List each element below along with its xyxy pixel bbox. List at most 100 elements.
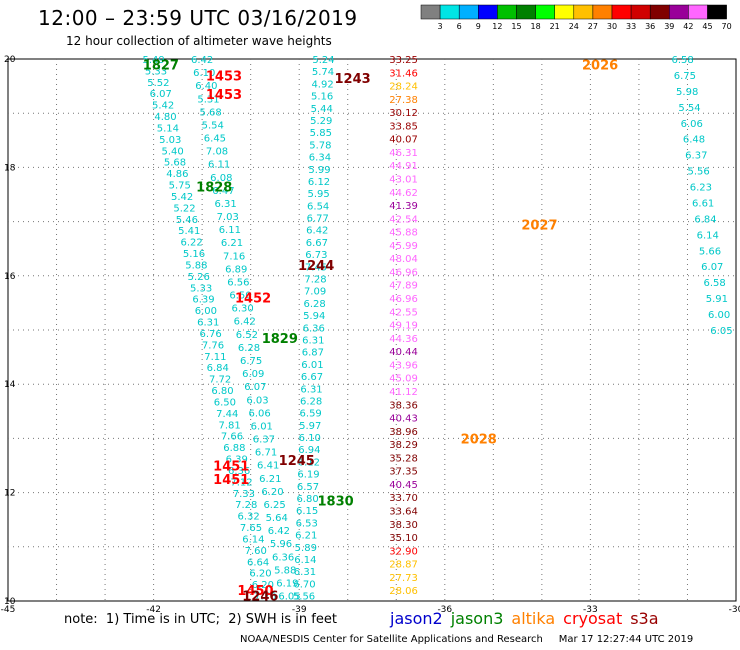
swh-value: 6.73 xyxy=(305,250,327,261)
swh-value: 6.05 xyxy=(278,592,300,603)
legend-swatch xyxy=(592,4,613,20)
swh-value: 5.49 xyxy=(142,55,164,66)
pass-time-label: 1451 xyxy=(213,473,249,488)
legend-label: 6 xyxy=(457,22,462,31)
swh-value: 6.19 xyxy=(297,470,319,481)
swh-value: 6.00 xyxy=(195,306,217,317)
pass-time-label: 1243 xyxy=(334,72,370,87)
swh-value: 6.67 xyxy=(306,238,328,249)
legend-swatch xyxy=(478,4,498,20)
legend-label: 27 xyxy=(588,22,598,31)
swh-value: 5.26 xyxy=(188,272,210,283)
legend-label: 18 xyxy=(531,22,541,31)
swh-value: 6.23 xyxy=(690,183,712,194)
swh-value: 6.42 xyxy=(268,526,290,537)
y-tick-label: 10 xyxy=(4,597,16,607)
legend-label: 3 xyxy=(438,22,443,31)
swh-value: 5.31 xyxy=(197,94,219,105)
swh-value: 6.20 xyxy=(252,580,274,591)
swh-value: 6.12 xyxy=(298,457,320,468)
legend-swatch xyxy=(516,4,536,20)
pass-time-label: 1246 xyxy=(242,590,278,605)
swh-value: 6.56 xyxy=(227,277,249,288)
swh-value: 6.47 xyxy=(212,186,234,197)
swh-value: 6.50 xyxy=(214,397,236,408)
swh-value: 5.42 xyxy=(171,192,193,203)
swh-value: 6.15 xyxy=(296,506,318,517)
pass-time-label: 1827 xyxy=(143,58,179,73)
swh-value: 6.52 xyxy=(236,330,258,341)
swh-value: 38.96 xyxy=(389,427,418,438)
swh-value: 7.81 xyxy=(218,420,240,431)
swh-value: 5.66 xyxy=(699,246,721,257)
swh-value: 6.07 xyxy=(150,89,172,100)
pass-time-label: 2026 xyxy=(582,58,618,73)
swh-value: 6.64 xyxy=(247,557,269,568)
swh-value: 40.44 xyxy=(389,347,418,358)
legend-label: 21 xyxy=(550,22,560,31)
x-tick-label: -45 xyxy=(1,605,16,615)
swh-value: 6.87 xyxy=(302,348,324,359)
swh-value: 6.10 xyxy=(299,433,321,444)
swh-value: 6.71 xyxy=(255,448,277,459)
swh-value: 6.58 xyxy=(703,278,725,289)
pass-time-label: 2028 xyxy=(461,432,497,447)
swh-value: 6.19 xyxy=(276,578,298,589)
swh-value: 35.10 xyxy=(389,533,418,544)
swh-value: 30.12 xyxy=(389,108,418,119)
swh-value: 5.88 xyxy=(274,565,296,576)
legend-swatch xyxy=(669,4,689,20)
swh-value: 6.28 xyxy=(238,343,260,354)
legend-label: 45 xyxy=(702,22,712,31)
swh-value: 6.14 xyxy=(242,534,264,545)
swh-value: 40.45 xyxy=(389,480,418,491)
swh-value: 6.58 xyxy=(671,55,693,66)
swh-value: 5.74 xyxy=(312,67,334,78)
swh-value: 44.91 xyxy=(389,161,418,172)
swh-value: 6.31 xyxy=(214,199,236,210)
legend-label: 42 xyxy=(683,22,693,31)
swh-value: 6.07 xyxy=(701,262,723,273)
swh-value: 5.33 xyxy=(145,66,167,77)
swh-value: 46.96 xyxy=(389,267,418,278)
y-tick-label: 20 xyxy=(4,55,16,65)
pass-time-label: 1830 xyxy=(318,495,354,510)
satellite-legend: jason2 jason3 altika cryosat s3a xyxy=(390,609,667,628)
swh-value: 6.14 xyxy=(697,230,719,241)
swh-value: 7.28 xyxy=(235,500,257,511)
swh-value: 7.12 xyxy=(230,477,252,488)
swh-value: 6.21 xyxy=(221,238,243,249)
pass-time-label: 1244 xyxy=(298,259,334,274)
swh-value: 5.68 xyxy=(200,107,222,118)
swh-value: 46.96 xyxy=(389,294,418,305)
legend-swatch xyxy=(688,4,708,20)
swh-value: 4.92 xyxy=(311,79,333,90)
swh-value: 33.64 xyxy=(389,506,418,517)
x-tick-label: -30 xyxy=(729,605,740,615)
swh-value: 5.85 xyxy=(310,128,332,139)
swh-value: 38.30 xyxy=(389,520,418,531)
swh-value: 6.05 xyxy=(710,326,732,337)
y-tick-label: 14 xyxy=(4,380,16,390)
pass-time-label: 1450 xyxy=(237,584,273,599)
legend-swatch xyxy=(420,4,441,20)
swh-value: 6.84 xyxy=(694,214,716,225)
swh-value: 45.09 xyxy=(389,374,418,385)
swh-value: 37.35 xyxy=(389,467,418,478)
legend-swatch xyxy=(439,4,460,20)
swh-value: 6.21 xyxy=(295,531,317,542)
x-tick-label: -36 xyxy=(437,605,452,615)
swh-value: 5.33 xyxy=(190,283,212,294)
swh-value: 5.96 xyxy=(270,539,292,550)
swh-value: 6.20 xyxy=(261,487,283,498)
swh-value: 6.31 xyxy=(197,318,219,329)
swh-value: 6.09 xyxy=(242,369,264,380)
swh-value: 6.50 xyxy=(229,291,251,302)
swh-value: 28.24 xyxy=(389,82,418,93)
swh-value: 42.54 xyxy=(389,214,418,225)
y-tick-label: 16 xyxy=(4,272,16,282)
swh-value: 5.68 xyxy=(164,158,186,169)
swh-value: 6.03 xyxy=(246,395,268,406)
swh-value: 6.37 xyxy=(685,151,707,162)
swh-value: 5.91 xyxy=(706,294,728,305)
